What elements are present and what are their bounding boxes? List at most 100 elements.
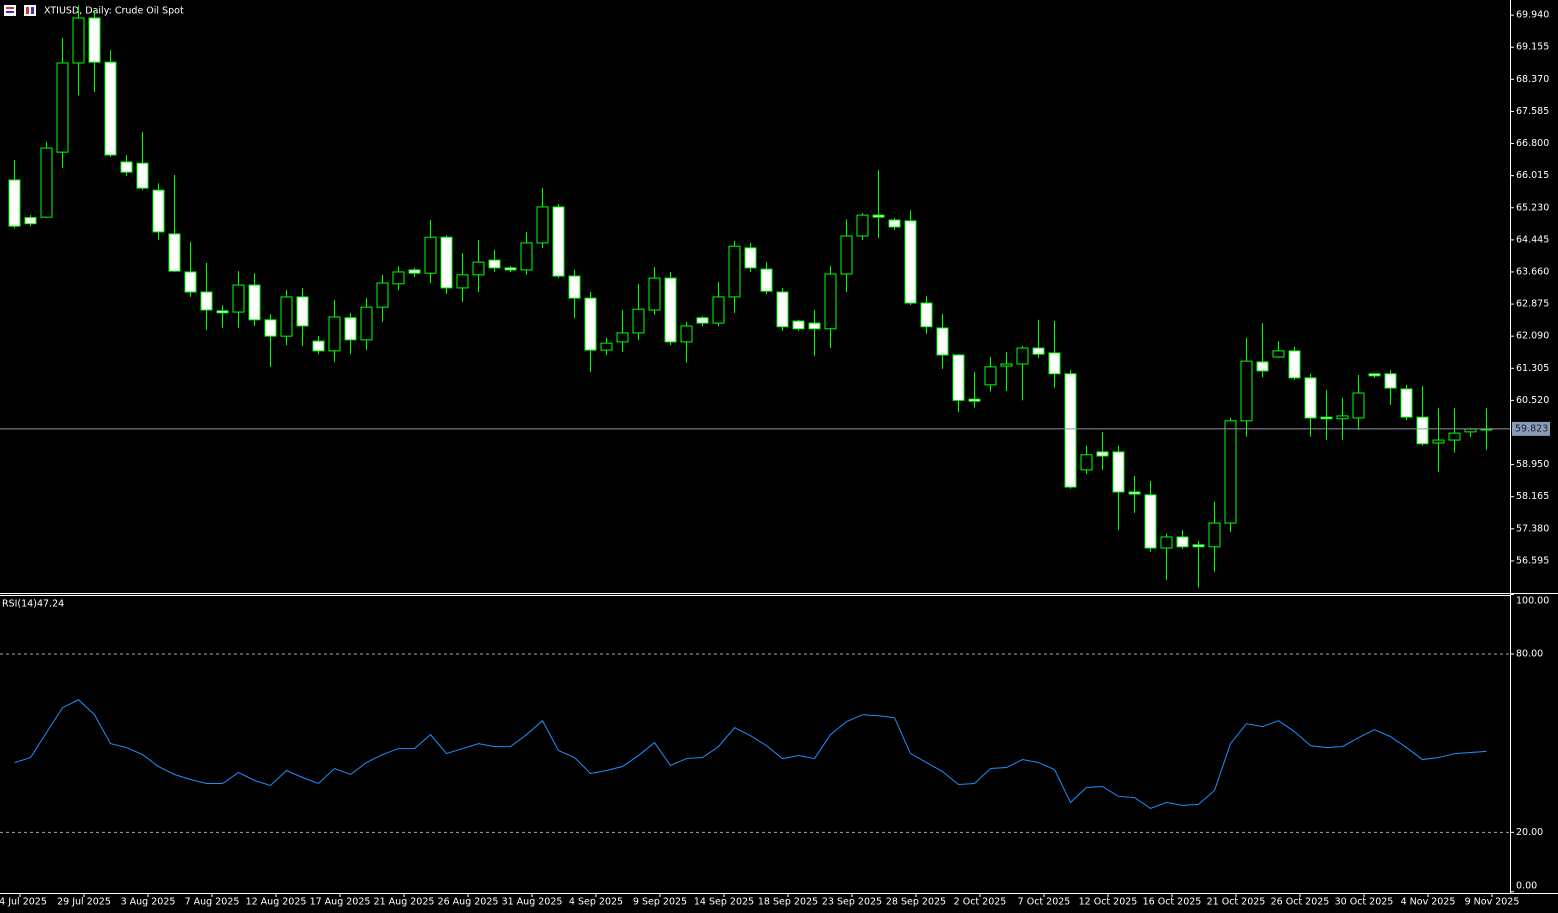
candle-body [584,297,597,351]
x-tick-label: 24 Jul 2025 [0,897,47,908]
candle-body [168,233,181,272]
x-tick-label: 12 Aug 2025 [246,897,307,908]
candle-body [568,275,581,299]
candle-body [888,219,901,228]
indicator-value: 47.24 [37,599,64,610]
candle-body [200,291,213,311]
candle-body [472,261,485,276]
y-tick-label: 61.305 [1516,363,1549,374]
candle-body [392,271,405,285]
candle-body [408,269,421,274]
candle-body [1368,373,1381,377]
candle-body [696,317,709,324]
candle-body [552,206,565,277]
candle-body [1176,536,1189,548]
candle-body [184,271,197,293]
x-tick-label: 29 Jul 2025 [57,897,111,908]
candle-body [1272,350,1285,358]
x-tick-label: 31 Aug 2025 [502,897,563,908]
candle-body [1448,432,1461,441]
candle-body [1144,494,1157,549]
candle-body [1224,420,1237,524]
candle-body [264,319,277,337]
candle-body [1288,350,1301,379]
candle-body [744,247,757,269]
candle-body [1192,544,1205,548]
candle-body [680,325,693,343]
candle-body [904,220,917,304]
x-tick-label: 26 Oct 2025 [1271,897,1330,908]
candle-body [248,284,261,321]
current-price-label: 59.823 [1515,423,1548,434]
candle-body [488,259,501,269]
chart-title: XTIUSD, Daily: Crude Oil Spot [44,6,184,17]
candle-body [664,277,677,343]
y-tick-label: 67.585 [1516,106,1549,117]
symbol-icons [4,5,36,16]
candle-body [936,327,949,356]
candle-body [424,236,437,274]
candle-body [152,189,165,233]
candle-body [520,242,533,271]
x-tick-label: 21 Oct 2025 [1207,897,1266,908]
candle-body [792,320,805,330]
candle-body [808,322,821,330]
x-tick-label: 16 Oct 2025 [1143,897,1202,908]
candle-body [1320,416,1333,420]
candle-body [40,147,53,218]
current-price-tag [1512,421,1550,436]
candle-body [984,366,997,386]
x-tick-label: 30 Oct 2025 [1335,897,1394,908]
y-tick-label: 65.230 [1516,202,1549,213]
candle-body [840,235,853,275]
candle-body [1000,363,1013,367]
candle-body [1400,388,1413,418]
y-tick-label: 69.155 [1516,42,1549,53]
candle-body [760,268,773,292]
x-tick-label: 4 Sep 2025 [569,897,623,908]
candle-body [712,296,725,324]
candle-body [1096,451,1109,457]
candle-body [1416,416,1429,445]
candle-body [1112,451,1125,493]
candle-body [1016,347,1029,365]
candle-body [504,267,517,271]
candle-body [1352,392,1365,419]
y-tick-label: 57.380 [1516,523,1549,534]
x-tick-label: 28 Sep 2025 [886,897,946,908]
x-tick-label: 4 Nov 2025 [1401,897,1456,908]
candle-body [1432,439,1445,444]
candle-body [616,332,629,343]
y-tick-label: 62.875 [1516,299,1549,310]
candle-body [1048,352,1061,375]
candle-body [1160,536,1173,549]
candle-body [8,179,21,227]
candle-body [1304,377,1317,419]
candle-body [88,17,101,63]
candle-body [56,62,69,153]
candle-body [1384,373,1397,389]
x-tick-label: 12 Oct 2025 [1079,897,1138,908]
candle-body [136,162,149,189]
y-tick-label: 66.015 [1516,170,1549,181]
candle-body [1064,373,1077,488]
x-tick-label: 7 Oct 2025 [1018,897,1071,908]
candle-body [296,296,309,327]
candle-body [280,296,293,337]
candle-body [952,354,965,401]
y-tick-label: 62.090 [1516,331,1549,342]
candle-body [728,245,741,298]
x-tick-label: 18 Sep 2025 [758,897,818,908]
candle-body [344,317,357,341]
candle-body [360,306,373,341]
indicator-title: RSI(14) [2,599,37,610]
candle-body [328,316,341,352]
rsi-line [14,699,1487,809]
candle-body [24,217,37,225]
y-tick-label: 64.445 [1516,234,1549,245]
candle-body [440,236,453,289]
candle-body [968,398,981,402]
x-tick-label: 23 Sep 2025 [822,897,882,908]
y-tick-label: 58.165 [1516,491,1549,502]
candle-body [216,310,229,314]
